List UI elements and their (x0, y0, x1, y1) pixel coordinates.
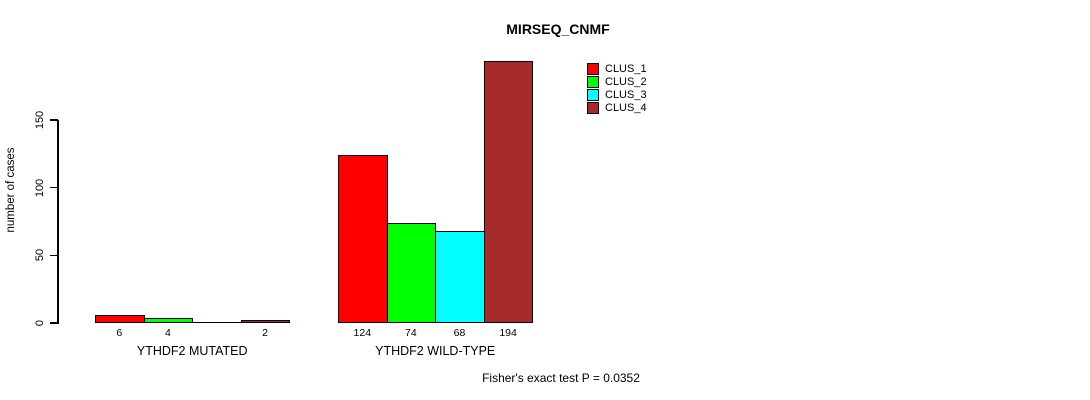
legend-row: CLUS_1 (587, 62, 647, 75)
y-axis-line (57, 120, 59, 324)
y-tick (50, 119, 58, 121)
bar-clus_4-mutated (240, 320, 291, 323)
bar-clus_3-mutated (192, 322, 242, 323)
bar-value-label: 124 (353, 327, 372, 339)
bar-value-label: 74 (405, 327, 417, 339)
y-tick (50, 186, 58, 189)
legend-swatch-icon (587, 88, 599, 101)
bar-clus_2-wild-type (386, 223, 437, 323)
legend-swatch-icon (587, 75, 599, 88)
legend-row: CLUS_2 (587, 75, 647, 88)
legend-swatch-icon (587, 62, 599, 75)
bar-value-label: 194 (499, 327, 517, 339)
y-tick-label: 0 (34, 319, 46, 327)
bar-clus_4-wild-type (483, 61, 534, 323)
y-tick-label: 50 (34, 249, 46, 262)
legend-label: CLUS_1 (605, 62, 647, 75)
bar-value-label: 6 (116, 327, 123, 339)
y-tick-label: 150 (34, 110, 46, 130)
fisher-test-footnote: Fisher's exact test P = 0.0352 (482, 371, 640, 385)
bar-value-label: 2 (262, 327, 269, 339)
y-axis-label: number of cases (5, 147, 17, 233)
bar-value-label: 4 (164, 327, 171, 339)
legend-label: CLUS_4 (605, 101, 647, 114)
y-tick (50, 322, 58, 324)
bar-clus_2-mutated (143, 318, 194, 323)
legend-label: CLUS_2 (605, 75, 647, 88)
group-label-mutated: YTHDF2 MUTATED (136, 344, 248, 358)
y-tick (50, 254, 58, 257)
bar-value-label: 68 (453, 327, 466, 339)
y-tick-label: 100 (34, 178, 46, 197)
legend-label: CLUS_3 (605, 88, 647, 101)
bar-clus_1-wild-type (338, 155, 388, 323)
legend-swatch-icon (587, 101, 599, 114)
legend: CLUS_1 CLUS_2 CLUS_3 CLUS_4 (587, 62, 647, 114)
legend-row: CLUS_3 (587, 88, 647, 101)
group-label-wild-type: YTHDF2 WILD-TYPE (375, 344, 496, 358)
bar-clus_1-mutated (95, 315, 145, 323)
chart-title: MIRSEQ_CNMF (506, 21, 610, 37)
bar-clus_3-wild-type (435, 231, 485, 323)
legend-row: CLUS_4 (587, 101, 647, 114)
